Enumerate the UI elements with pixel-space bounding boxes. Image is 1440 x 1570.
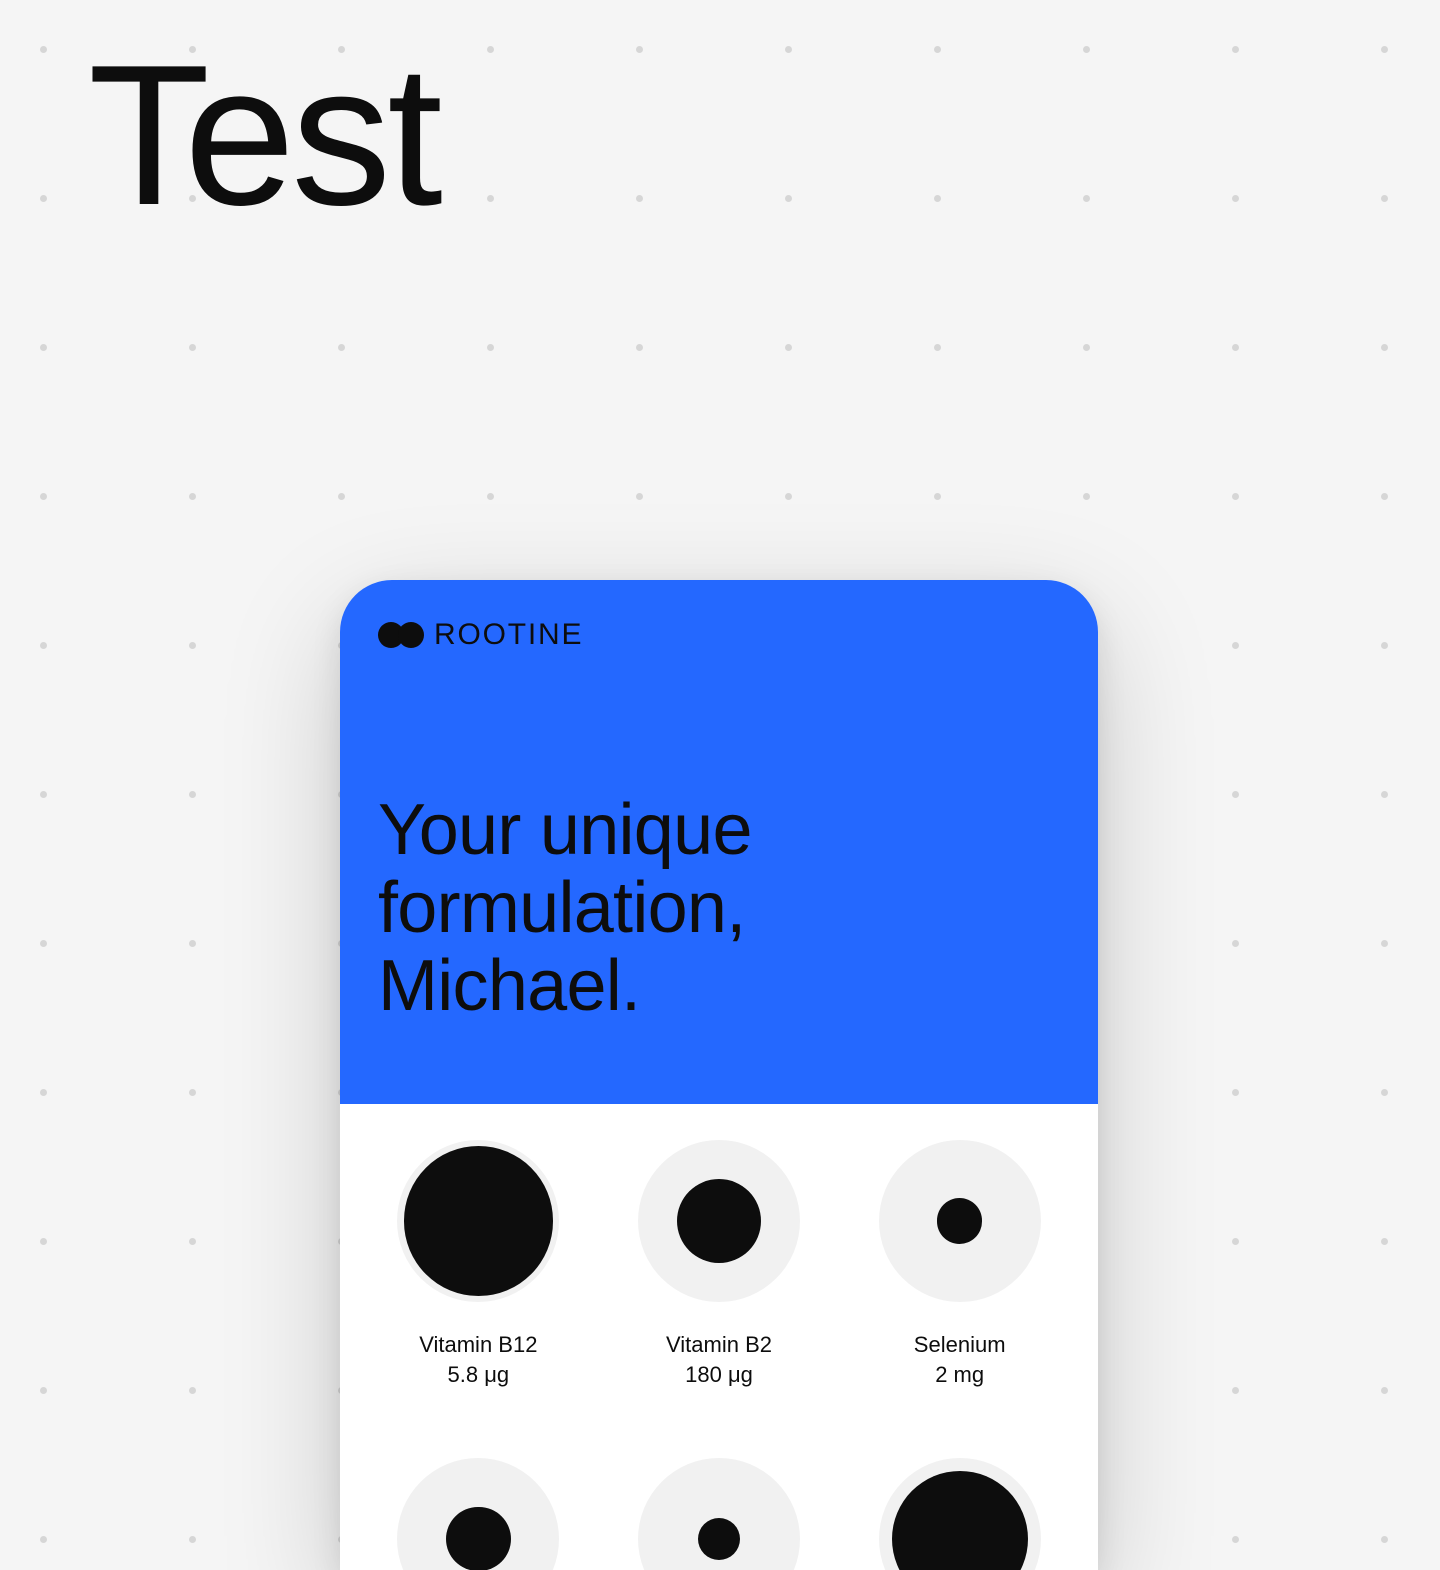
ingredient-name: Selenium <box>914 1332 1006 1358</box>
dose-ring-icon <box>397 1140 559 1302</box>
ingredient-name: Vitamin B2 <box>666 1332 772 1358</box>
dose-pellet-icon <box>446 1507 511 1570</box>
ingredient-dose: 5.8 μg <box>448 1362 510 1388</box>
formulation-card: ROOTINE Your unique formulation, Michael… <box>340 580 1098 1570</box>
dose-pellet-icon <box>937 1198 982 1243</box>
dose-pellet-icon <box>677 1179 761 1263</box>
card-title-line: Michael. <box>378 948 1060 1026</box>
card-header: ROOTINE Your unique formulation, Michael… <box>340 580 1098 1104</box>
dose-ring-icon <box>879 1458 1041 1570</box>
ingredient-item <box>859 1458 1060 1570</box>
page-title: Test <box>88 36 439 236</box>
dose-ring-icon <box>879 1140 1041 1302</box>
logo-mark-icon <box>378 622 424 648</box>
ingredient-item: Vitamin B2 180 μg <box>619 1140 820 1388</box>
card-title: Your unique formulation, Michael. <box>378 792 1060 1025</box>
dose-ring-icon <box>397 1458 559 1570</box>
ingredients-grid: Vitamin B12 5.8 μg Vitamin B2 180 μg Seleniu… <box>340 1104 1098 1570</box>
ingredient-item <box>619 1458 820 1570</box>
brand-logo: ROOTINE <box>378 618 1060 652</box>
card-title-line: formulation, <box>378 870 1060 948</box>
card-title-line: Your unique <box>378 792 1060 870</box>
ingredient-name: Vitamin B12 <box>419 1332 537 1358</box>
brand-name: ROOTINE <box>434 618 583 652</box>
dose-ring-icon <box>638 1140 800 1302</box>
ingredient-item <box>378 1458 579 1570</box>
dose-pellet-icon <box>698 1518 740 1560</box>
ingredient-item: Selenium 2 mg <box>859 1140 1060 1388</box>
dose-pellet-icon <box>404 1146 553 1295</box>
dose-pellet-icon <box>892 1471 1028 1570</box>
ingredient-item: Vitamin B12 5.8 μg <box>378 1140 579 1388</box>
dose-ring-icon <box>638 1458 800 1570</box>
ingredient-dose: 2 mg <box>935 1362 984 1388</box>
ingredient-dose: 180 μg <box>685 1362 753 1388</box>
